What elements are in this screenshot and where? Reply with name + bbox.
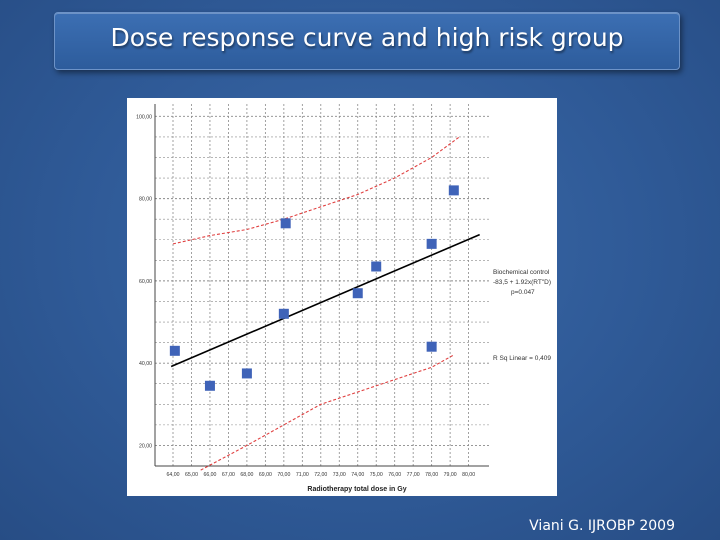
x-tick-label: 66,00 <box>203 472 216 478</box>
x-axis-label: Radiotherapy total dose in Gy <box>307 486 406 493</box>
x-tick-label: 64,00 <box>167 472 180 478</box>
data-point <box>280 218 291 229</box>
equation-annotation: Biochemical control -83,5 + 1.92x(RT"D) … <box>493 269 551 362</box>
x-tick-label: 73,00 <box>333 472 346 478</box>
data-point <box>371 261 382 272</box>
x-tick-label: 65,00 <box>185 472 198 478</box>
x-tick-label: 75,00 <box>370 472 383 478</box>
data-point <box>448 185 459 196</box>
x-tick-label: 68,00 <box>240 472 253 478</box>
citation-caption: Viani G. IJROBP 2009 <box>529 518 675 534</box>
x-tick-label: 69,00 <box>259 472 272 478</box>
x-tick-label: 74,00 <box>351 472 364 478</box>
x-tick-label: 77,00 <box>407 472 420 478</box>
ci-upper-line <box>172 136 460 245</box>
data-point <box>278 308 289 319</box>
slide-title: Dose response curve and high risk group <box>110 23 624 52</box>
title-box: Dose response curve and high risk group <box>54 12 680 70</box>
data-point <box>426 341 437 352</box>
x-tick-label: 78,00 <box>425 472 438 478</box>
x-tick-label: 80,00 <box>462 472 475 478</box>
data-point <box>241 368 252 379</box>
data-point <box>426 238 437 249</box>
y-tick-label: 80,00 <box>139 197 152 203</box>
x-tick-label: 76,00 <box>388 472 401 478</box>
p-value: p=0.047 <box>511 289 535 296</box>
y-tick-label: 60,00 <box>139 279 152 285</box>
x-tick-label: 67,00 <box>222 472 235 478</box>
regression-line-group <box>170 233 480 368</box>
y-tick-label: 20,00 <box>139 443 152 449</box>
x-tick-label: 72,00 <box>314 472 327 478</box>
y-tick-label: 40,00 <box>139 361 152 367</box>
tick-labels: 64,00 65,00 66,00 67,00 68,00 69,00 70,00 71,00… <box>136 114 475 478</box>
x-tick-label: 70,00 <box>277 472 290 478</box>
data-points <box>169 185 459 391</box>
ci-lower-line <box>200 354 455 471</box>
data-point <box>352 288 363 299</box>
confidence-lines <box>172 136 460 471</box>
chart-grid <box>155 104 489 466</box>
equation-text: -83,5 + 1.92x(RT"D) <box>493 279 551 286</box>
regression-line <box>170 233 480 368</box>
x-tick-label: 79,00 <box>444 472 457 478</box>
x-tick-label: 71,00 <box>296 472 309 478</box>
data-point <box>204 380 215 391</box>
data-point <box>169 345 180 356</box>
r-squared: R Sq Linear = 0,409 <box>493 355 551 362</box>
equation-title: Biochemical control <box>493 269 550 276</box>
chart-axes <box>154 104 489 467</box>
chart-panel: 64,00 65,00 66,00 67,00 68,00 69,00 70,00 71,00… <box>127 98 557 496</box>
y-tick-label: 100,00 <box>136 114 152 120</box>
dose-response-chart: 64,00 65,00 66,00 67,00 68,00 69,00 70,00 71,00… <box>136 104 551 493</box>
